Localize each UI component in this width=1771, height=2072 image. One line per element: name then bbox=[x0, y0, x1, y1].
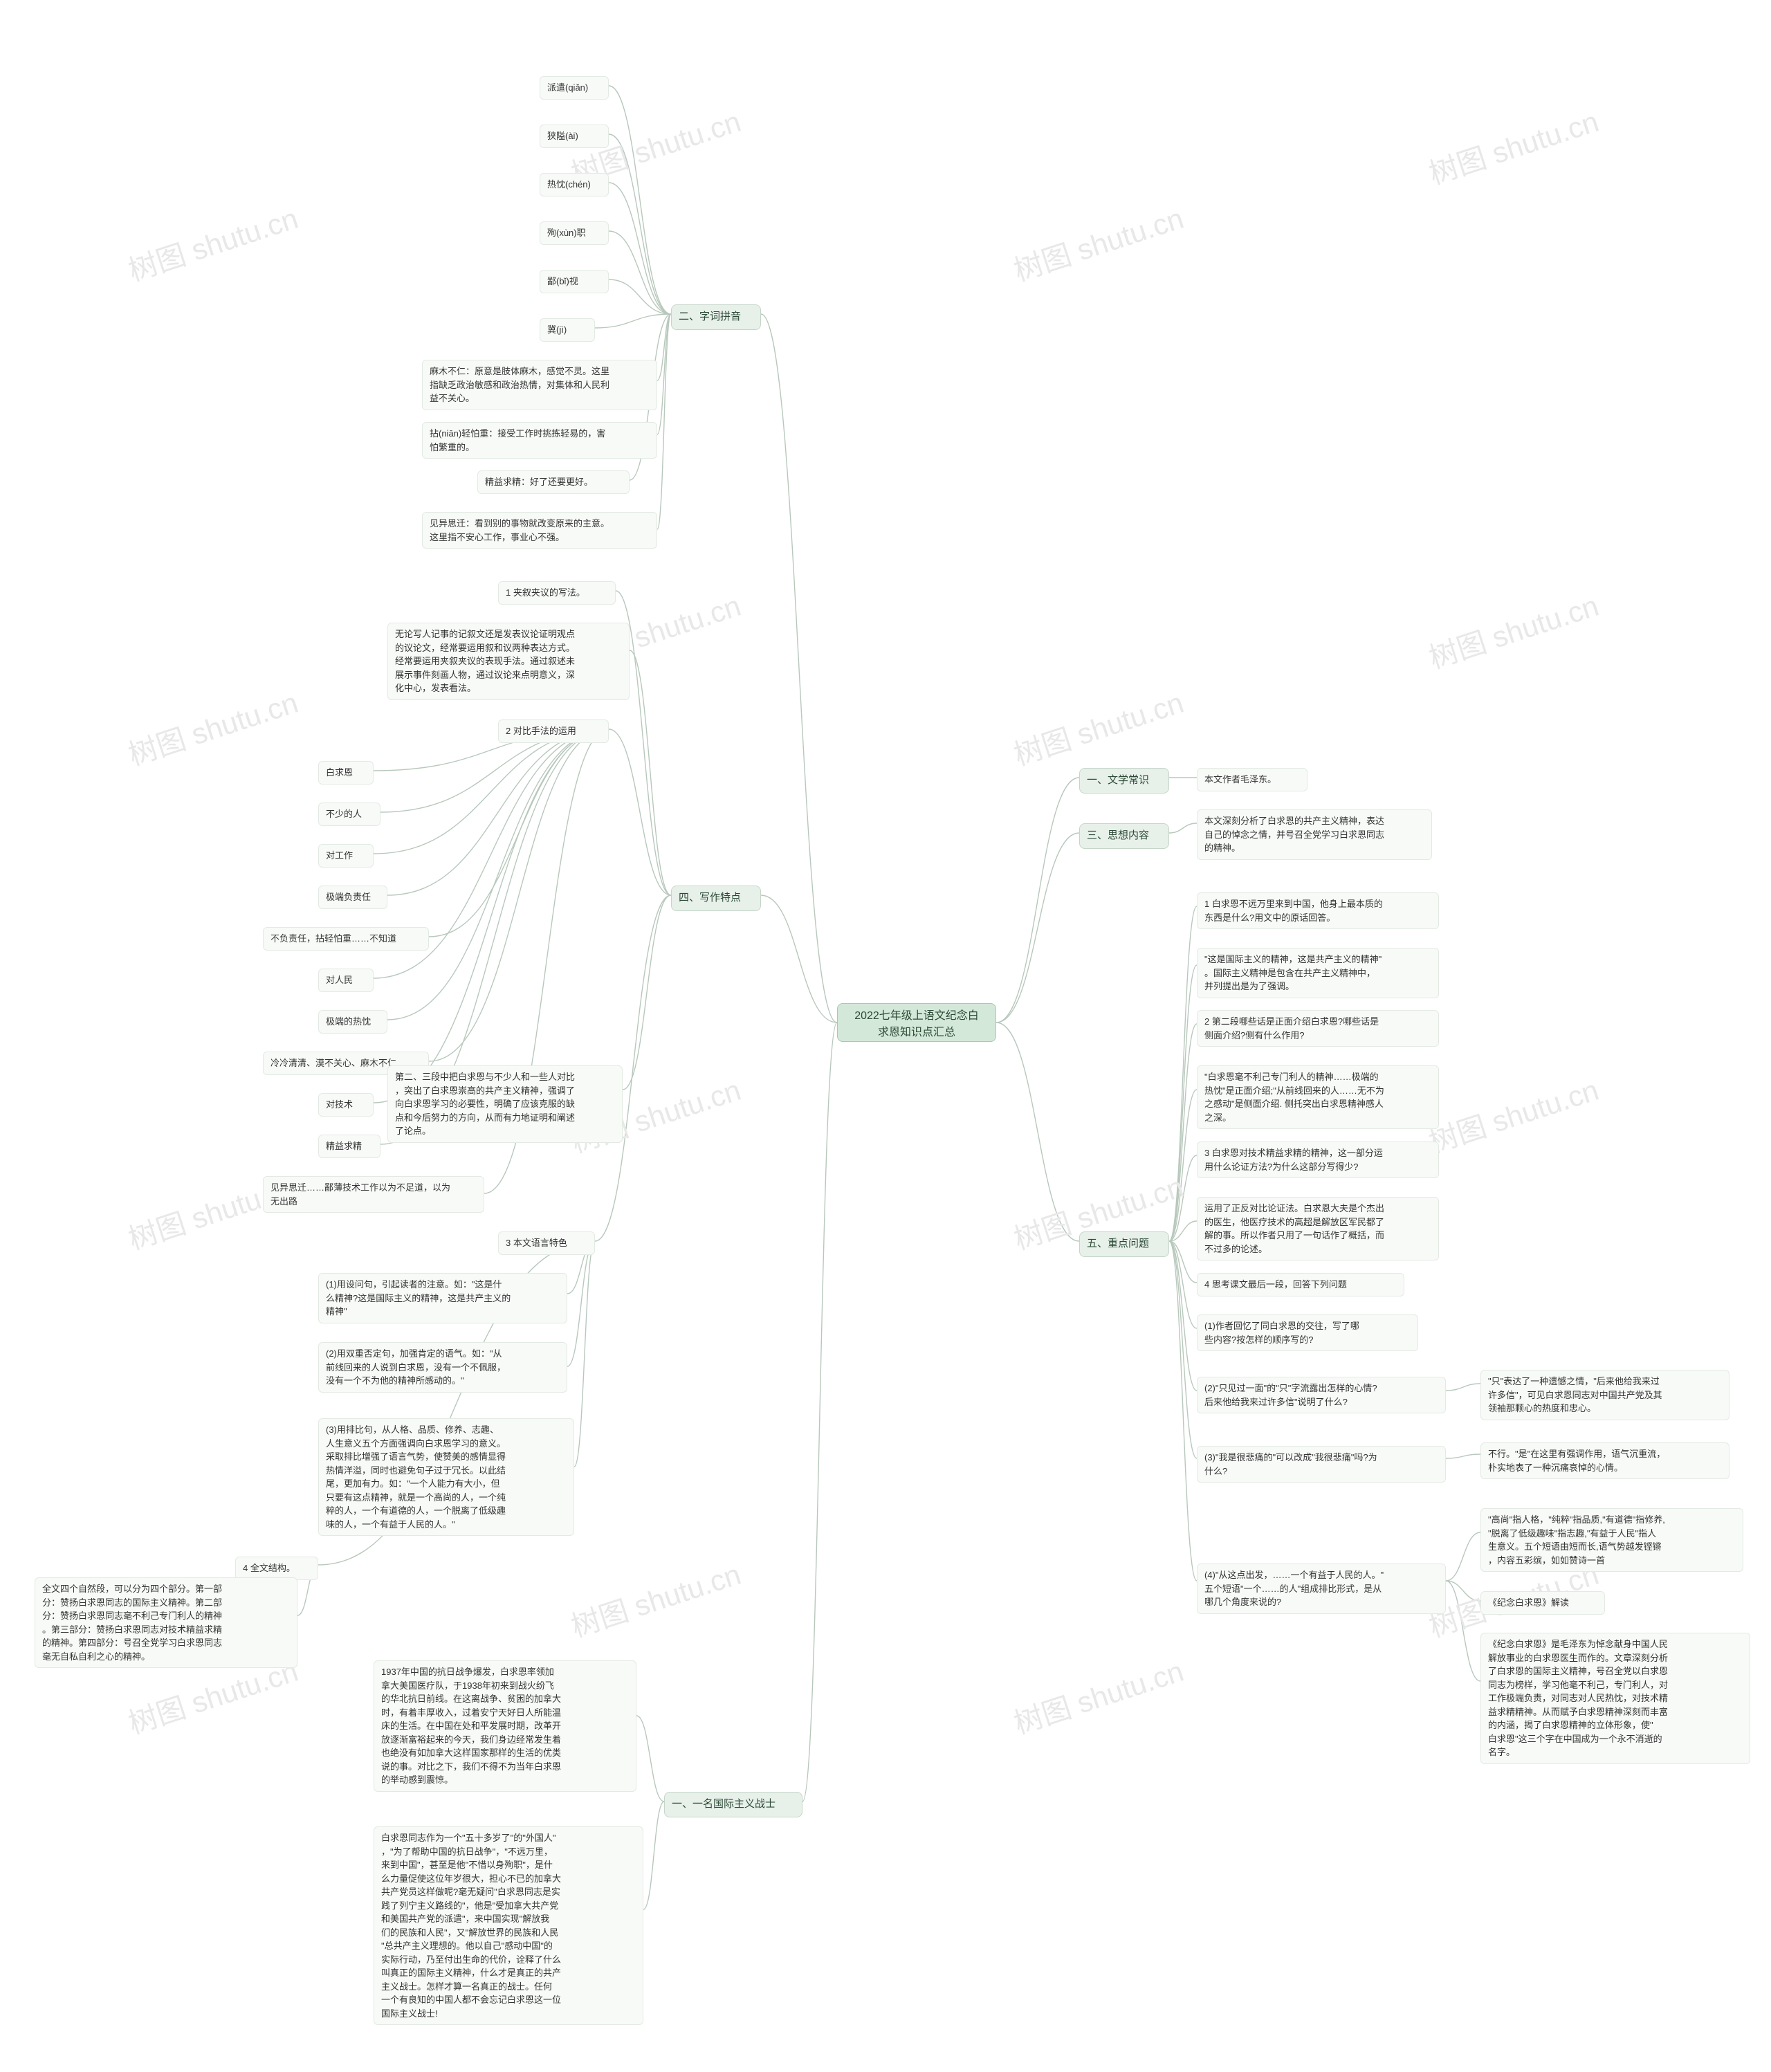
mindmap-node: 对人民 bbox=[318, 969, 374, 992]
connector bbox=[761, 895, 837, 1023]
mindmap-node: 2 对比手法的运用 bbox=[498, 719, 609, 743]
connector bbox=[387, 729, 609, 1020]
connector bbox=[636, 1716, 664, 1801]
connector bbox=[374, 729, 609, 854]
mindmap-node: 麻木不仁：原意是肢体麻木，感觉不灵。这里 指缺乏政治敏感和政治热情，对集体和人民… bbox=[422, 360, 657, 410]
section-node: 三、思想内容 bbox=[1079, 823, 1169, 849]
mindmap-node: (1)作者回忆了同白求恩的交往，写了哪 些内容?按怎样的顺序写的? bbox=[1197, 1314, 1418, 1351]
section-node: 二、字词拼音 bbox=[671, 304, 761, 330]
mindmap-node: 全文四个自然段，可以分为四个部分。第一部 分：赞扬白求恩同志的国际主义精神。第二… bbox=[35, 1577, 297, 1668]
mindmap-node: 《纪念白求恩》是毛泽东为悼念献身中国人民 解放事业的白求恩医生而作的。文章深刻分… bbox=[1480, 1633, 1750, 1764]
mindmap-node: 白求恩 bbox=[318, 761, 374, 785]
connector bbox=[1446, 1532, 1480, 1581]
mindmap-node: 运用了正反对比论证法。白求恩大夫是个杰出 的医生，他医疗技术的高超是解放区军民都… bbox=[1197, 1197, 1439, 1260]
root-node: 2022七年级上语文纪念白 求恩知识点汇总 bbox=[837, 1003, 996, 1042]
connector bbox=[996, 778, 1079, 1023]
mindmap-node: "只"表达了一种遗憾之情，"后来他给我来过 许多信"，可见白求恩同志对中国共产党… bbox=[1480, 1370, 1729, 1420]
mindmap-node: 4 思考课文最后一段，回答下列问题 bbox=[1197, 1273, 1404, 1296]
connector bbox=[595, 314, 671, 328]
mindmap-node: 殉(xùn)职 bbox=[540, 221, 609, 245]
mindmap-node: 狭隘(ài) bbox=[540, 125, 609, 148]
mindmap-node: 第二、三段中把白求恩与不少人和一些人对比 ，突出了白求恩崇高的共产主义精神，强调… bbox=[387, 1065, 623, 1143]
connector bbox=[429, 729, 609, 1061]
mindmap-node: 不行。"是"在这里有强调作用，语气沉重流， 朴实地表了一种沉痛哀悼的心情。 bbox=[1480, 1442, 1729, 1479]
connector bbox=[1446, 1581, 1480, 1681]
mindmap-node: "白求恩毫不利己专门利人的精神……极端的 热忱"是正面介绍;"从前线回来的人……… bbox=[1197, 1065, 1439, 1129]
mindmap-node: (2)用双重否定句，加强肯定的语气。如："从 前线回来的人说到白求恩，没有一个不… bbox=[318, 1342, 567, 1393]
mindmap-node: 无论写人记事的记叙文还是发表议论证明观点 的议论文，经常要运用叙和议两种表达方式… bbox=[387, 623, 630, 700]
connector bbox=[1446, 1384, 1480, 1391]
connector bbox=[1169, 1241, 1197, 1391]
mindmap-node: 3 白求恩对技术精益求精的精神，这一部分运 用什么论证方法?为什么这部分写得少? bbox=[1197, 1142, 1439, 1178]
connector bbox=[609, 86, 671, 314]
mindmap-node: 本文作者毛泽东。 bbox=[1197, 768, 1307, 791]
mindmap-node: 2 第二段哪些话是正面介绍白求恩?哪些话是 侧面介绍?侧有什么作用? bbox=[1197, 1010, 1439, 1047]
connector bbox=[1169, 1024, 1197, 1241]
mindmap-node: 不负责任，拈轻怕重……不知道 bbox=[263, 927, 429, 951]
section-node: 一、一名国际主义战士 bbox=[664, 1792, 802, 1817]
mindmap-node: 鄙(bǐ)视 bbox=[540, 270, 609, 293]
connector bbox=[1446, 1454, 1480, 1458]
mindmap-node: 精益求精：好了还要更好。 bbox=[477, 470, 630, 494]
mindmap-node: 《纪念白求恩》解读 bbox=[1480, 1591, 1605, 1615]
connector bbox=[1169, 1241, 1197, 1458]
connector bbox=[623, 895, 671, 1090]
connector bbox=[643, 1801, 664, 1909]
connector bbox=[1169, 823, 1197, 833]
mindmap-node: 本文深刻分析了白求恩的共产主义精神，表达 自己的悼念之情，并号召全党学习白求恩同… bbox=[1197, 809, 1432, 860]
connector bbox=[374, 729, 609, 1103]
connector bbox=[567, 1241, 595, 1366]
mindmap-node: 精益求精 bbox=[318, 1135, 380, 1158]
section-node: 一、文学常识 bbox=[1079, 768, 1169, 794]
mindmap-node: 见异思迁：看到别的事物就改变原来的主意。 这里指不安心工作，事业心不强。 bbox=[422, 512, 657, 549]
connector bbox=[609, 134, 671, 314]
mindmap-node: 对技术 bbox=[318, 1093, 374, 1117]
mindmap-node: (4)"从这点出发，……一个有益于人民的人。" 五个短语"一个……的人"组成排比… bbox=[1197, 1564, 1446, 1614]
connector bbox=[1169, 1241, 1197, 1581]
mindmap-node: 冀(jì) bbox=[540, 318, 595, 342]
section-node: 四、写作特点 bbox=[671, 886, 761, 911]
section-node: 五、重点问题 bbox=[1079, 1231, 1169, 1257]
mindmap-node: 对工作 bbox=[318, 844, 374, 868]
mindmap-node: 1 白求恩不远万里来到中国，他身上最本质的 东西是什么?用文中的原话回答。 bbox=[1197, 892, 1439, 929]
mindmap-node: 4 全文结构。 bbox=[235, 1557, 318, 1580]
mindmap-node: 见异思迁……鄙薄技术工作以为不足道，以为 无出路 bbox=[263, 1176, 484, 1213]
mindmap-node: 1 夹叙夹议的写法。 bbox=[498, 581, 616, 605]
mindmap-node: 3 本文语言特色 bbox=[498, 1231, 595, 1255]
mindmap-node: 派遣(qiǎn) bbox=[540, 76, 609, 100]
connector bbox=[802, 1023, 837, 1801]
connector bbox=[630, 650, 671, 895]
mindmap-node: 极端负责任 bbox=[318, 886, 387, 909]
mindmap-node: 极端的热忱 bbox=[318, 1010, 387, 1034]
connector bbox=[387, 729, 609, 895]
mindmap-node: 热忱(chén) bbox=[540, 173, 609, 196]
mindmap-node: 白求恩同志作为一个"五十多岁了"的"外国人" ，"为了帮助中国的抗日战争"，"不… bbox=[374, 1826, 643, 2025]
mindmap-node: 拈(niān)轻怕重：接受工作时挑拣轻易的，害 怕繁重的。 bbox=[422, 422, 657, 459]
connector bbox=[1169, 906, 1197, 1241]
mindmap-node: (3)"我是很悲痛的"可以改成"我很悲痛"吗?为 什么? bbox=[1197, 1446, 1446, 1483]
connector bbox=[609, 729, 671, 895]
mindmap-node: (2)"只见过一面"的"只"字流露出怎样的心情? 后来他给我来过许多信"说明了什… bbox=[1197, 1377, 1446, 1413]
mindmap-node: 1937年中国的抗日战争爆发，白求恩率领加 拿大美国医疗队，于1938年初来到战… bbox=[374, 1660, 636, 1792]
connector bbox=[761, 314, 837, 1023]
mindmap-node: (3)用排比句，从人格、品质、修养、志趣、 人生意义五个方面强调向白求恩学习的意… bbox=[318, 1418, 574, 1536]
connector bbox=[996, 1023, 1079, 1241]
mindmap-node: (1)用设问句，引起读者的注意。如："这是什 么精神?这是国际主义的精神，这是共… bbox=[318, 1273, 567, 1323]
connector bbox=[996, 833, 1079, 1023]
connector bbox=[609, 231, 671, 314]
mindmap-node: "高尚"指人格，"纯粹"指品质,"有道德"指修养, "脱离了低级趣味"指志趣,"… bbox=[1480, 1508, 1743, 1572]
mindmap-node: 不少的人 bbox=[318, 803, 380, 826]
mindmap-node: "这是国际主义的精神，这是共产主义的精神" 。国际主义精神是包含在共产主义精神中… bbox=[1197, 948, 1439, 998]
